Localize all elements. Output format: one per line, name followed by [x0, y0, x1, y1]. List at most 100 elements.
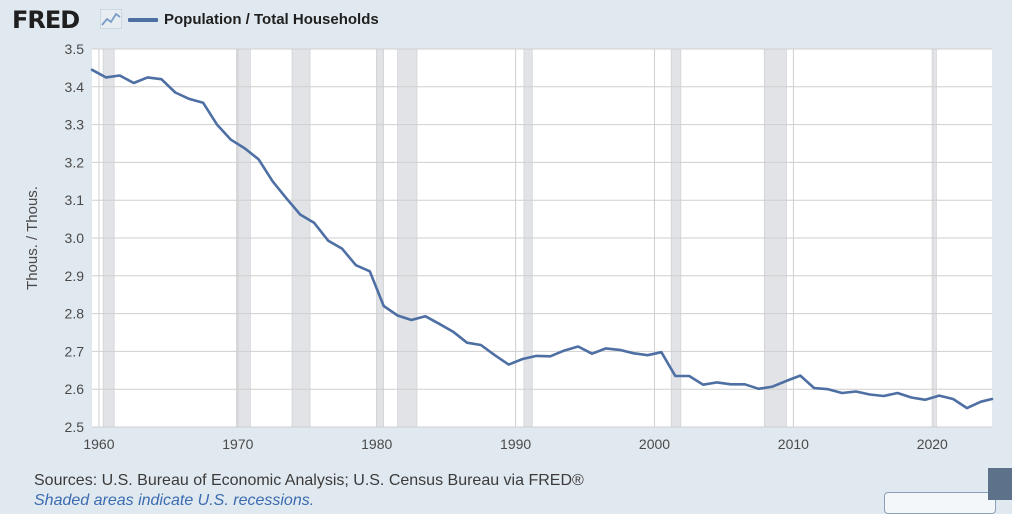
data-point[interactable]: [644, 351, 652, 359]
chart-header: FRED Population / Total Households: [0, 0, 1012, 40]
x-tick-label: 2020: [917, 436, 948, 452]
data-point[interactable]: [713, 378, 721, 386]
data-point[interactable]: [310, 219, 318, 227]
data-point[interactable]: [782, 377, 790, 385]
line-chart: 2.52.62.72.82.93.03.13.23.33.43.5 1960 19…: [24, 41, 996, 452]
series-layer: [88, 66, 996, 412]
series-line-1: [90, 68, 994, 410]
data-point[interactable]: [894, 389, 902, 397]
data-point[interactable]: [380, 302, 388, 310]
data-point[interactable]: [407, 316, 415, 324]
data-point[interactable]: [616, 346, 624, 354]
data-point[interactable]: [255, 155, 263, 163]
data-point[interactable]: [977, 398, 985, 406]
data-point[interactable]: [338, 245, 346, 253]
data-point[interactable]: [463, 339, 471, 347]
data-point[interactable]: [130, 79, 138, 87]
legend-label: Population / Total Households: [164, 11, 379, 28]
y-tick-label: 2.5: [65, 419, 85, 435]
data-point[interactable]: [213, 121, 221, 129]
data-point[interactable]: [963, 404, 971, 412]
x-tick-label: 1990: [500, 436, 531, 452]
data-point[interactable]: [935, 392, 943, 400]
y-tick-label: 3.4: [65, 79, 85, 95]
data-point[interactable]: [685, 372, 693, 380]
x-tick-label: 2010: [778, 436, 809, 452]
data-point[interactable]: [505, 361, 513, 369]
data-point[interactable]: [394, 311, 402, 319]
data-point[interactable]: [880, 392, 888, 400]
y-tick-label: 3.3: [65, 117, 85, 133]
data-point[interactable]: [227, 136, 235, 144]
data-point[interactable]: [755, 385, 763, 393]
y-tick-label: 2.6: [65, 381, 85, 397]
legend-swatch: [128, 18, 158, 22]
data-point[interactable]: [699, 381, 707, 389]
fred-logo[interactable]: FRED: [12, 6, 80, 34]
y-axis-label: Thous. / Thous.: [24, 186, 41, 290]
data-point[interactable]: [866, 390, 874, 398]
y-tick-label: 2.9: [65, 268, 85, 284]
data-point[interactable]: [366, 267, 374, 275]
data-point[interactable]: [324, 237, 332, 245]
scroll-thumb[interactable]: [988, 468, 1012, 500]
data-point[interactable]: [546, 352, 554, 360]
data-point[interactable]: [449, 328, 457, 336]
source-note: Sources: U.S. Bureau of Economic Analysi…: [34, 472, 584, 489]
data-point[interactable]: [171, 88, 179, 96]
data-point[interactable]: [435, 320, 443, 328]
data-point[interactable]: [144, 73, 152, 81]
data-point[interactable]: [519, 355, 527, 363]
y-tick-label: 2.8: [65, 306, 85, 322]
data-point[interactable]: [810, 384, 818, 392]
data-point[interactable]: [88, 66, 96, 74]
data-point[interactable]: [921, 396, 929, 404]
x-tick-label: 2000: [639, 436, 670, 452]
grid-lines: [92, 48, 992, 428]
data-point[interactable]: [852, 387, 860, 395]
data-point[interactable]: [988, 395, 996, 403]
y-tick-label: 3.5: [65, 41, 85, 57]
data-point[interactable]: [630, 349, 638, 357]
data-point[interactable]: [769, 383, 777, 391]
data-point[interactable]: [185, 95, 193, 103]
data-point[interactable]: [532, 352, 540, 360]
y-tick-label: 3.1: [65, 192, 85, 208]
data-point[interactable]: [671, 372, 679, 380]
data-point[interactable]: [282, 194, 290, 202]
data-point[interactable]: [741, 380, 749, 388]
data-point[interactable]: [241, 144, 249, 152]
recession-shading-note[interactable]: Shaded areas indicate U.S. recessions.: [34, 492, 315, 509]
x-axis-ticks: 1960 1970 1980 1990 2000 2010 2020: [83, 436, 948, 452]
data-point[interactable]: [602, 344, 610, 352]
data-point[interactable]: [199, 99, 207, 107]
chart-line-icon: [100, 9, 122, 29]
data-point[interactable]: [824, 385, 832, 393]
x-tick-label: 1970: [222, 436, 253, 452]
data-point[interactable]: [157, 75, 165, 83]
x-tick-label: 1980: [361, 436, 392, 452]
data-point[interactable]: [949, 395, 957, 403]
y-tick-label: 3.0: [65, 230, 85, 246]
data-point[interactable]: [491, 351, 499, 359]
edit-graph-button[interactable]: [884, 492, 996, 514]
data-point[interactable]: [352, 261, 360, 269]
data-point[interactable]: [574, 342, 582, 350]
data-point[interactable]: [116, 71, 124, 79]
data-point[interactable]: [588, 350, 596, 358]
data-point[interactable]: [796, 372, 804, 380]
data-point[interactable]: [269, 177, 277, 185]
data-point[interactable]: [657, 348, 665, 356]
data-point[interactable]: [477, 341, 485, 349]
y-axis-ticks: 2.5 2.6 2.7 2.8 2.9 3.0 3.1 3.2 3.3 3.4 3.5: [65, 41, 85, 435]
data-point[interactable]: [560, 347, 568, 355]
data-point[interactable]: [727, 380, 735, 388]
y-tick-label: 2.7: [65, 343, 85, 359]
y-tick-label: 3.2: [65, 154, 85, 170]
data-point[interactable]: [907, 394, 915, 402]
data-point[interactable]: [102, 73, 110, 81]
data-point[interactable]: [838, 389, 846, 397]
data-point[interactable]: [296, 211, 304, 219]
data-point[interactable]: [421, 312, 429, 320]
x-tick-label: 1960: [83, 436, 114, 452]
